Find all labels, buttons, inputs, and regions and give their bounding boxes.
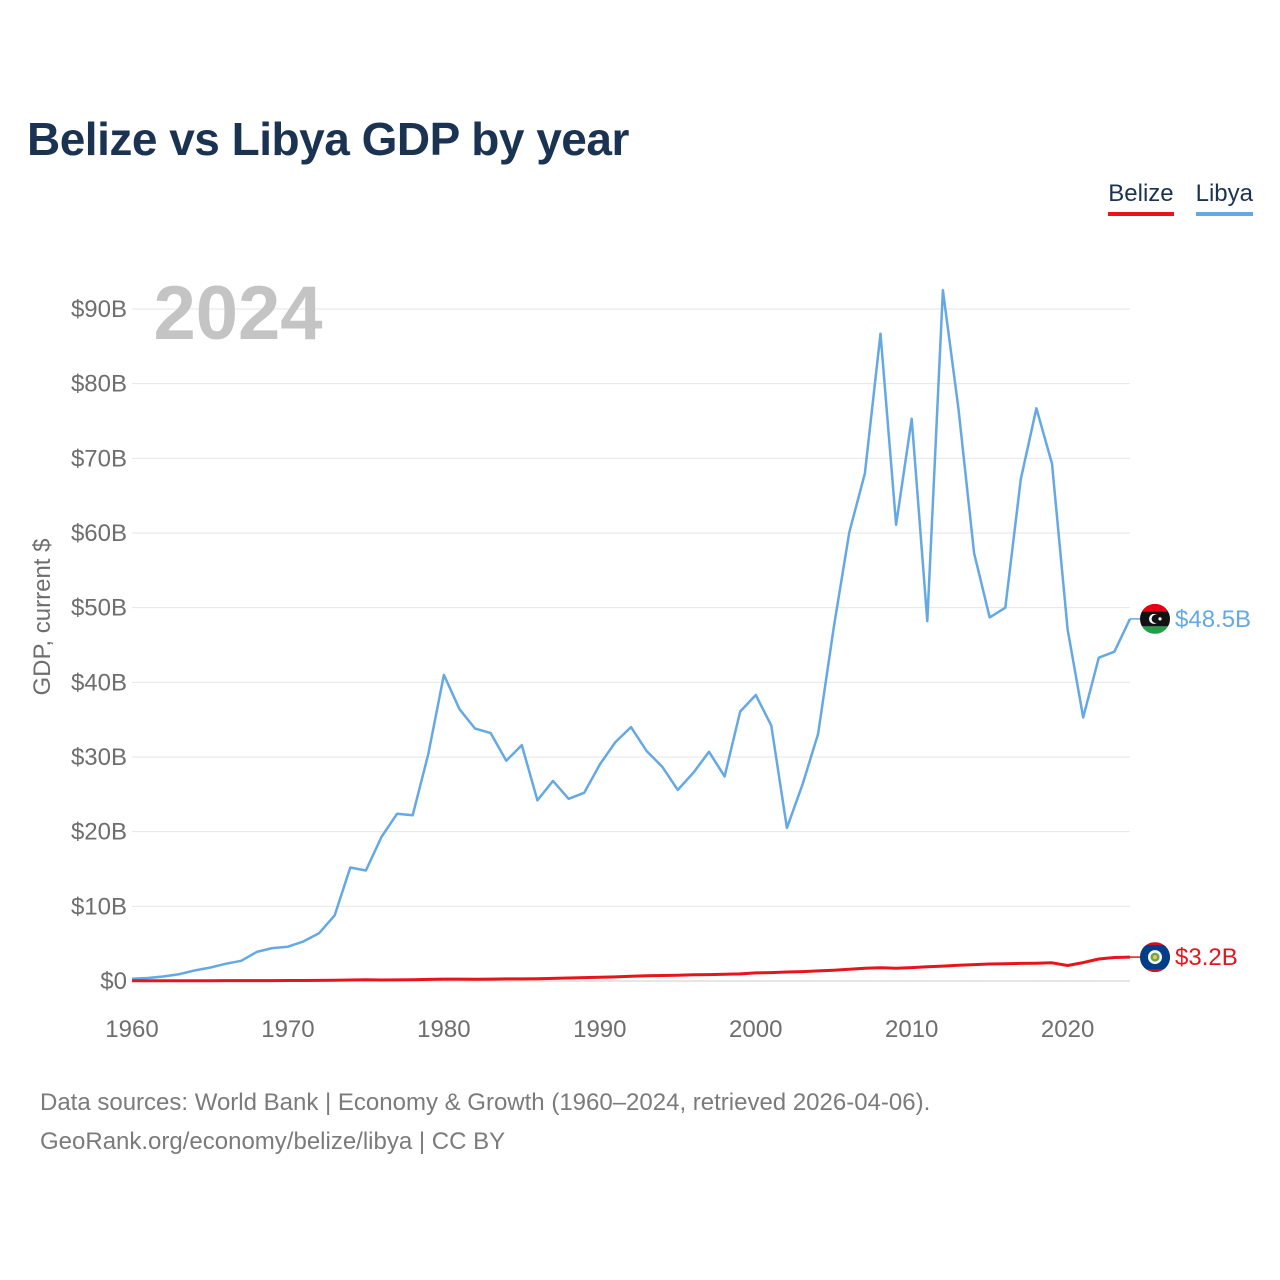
y-tick-label: $0	[100, 968, 127, 995]
footer-link[interactable]: GeoRank.org/economy/belize/libya | CC BY	[40, 1128, 506, 1155]
legend-item-belize[interactable]: Belize	[1108, 180, 1174, 216]
x-tick-label: 2000	[729, 1016, 782, 1043]
gridlines	[132, 308, 1130, 982]
footer: Data sources: World Bank | Economy & Gro…	[40, 1083, 930, 1161]
y-tick-label: $30B	[71, 744, 127, 771]
end-label-belize: $3.2B	[1175, 944, 1238, 971]
series-line-belize	[132, 955, 1131, 983]
y-tick-label: $60B	[71, 520, 127, 547]
y-tick-label: $70B	[71, 445, 127, 472]
x-tick-label: 1960	[105, 1016, 158, 1043]
series	[131, 289, 1132, 983]
x-tick-label: 1970	[261, 1016, 314, 1043]
flag-libya-icon	[1140, 603, 1170, 634]
x-tick-label: 2020	[1041, 1016, 1094, 1043]
y-tick-label: $80B	[71, 371, 127, 398]
y-tick-label: $50B	[71, 595, 127, 622]
y-tick-label: $20B	[71, 819, 127, 846]
legend: Belize Libya	[1108, 180, 1253, 216]
x-tick-label: 1980	[417, 1016, 470, 1043]
chart-title: Belize vs Libya GDP by year	[27, 113, 629, 165]
y-axis: $0 $10B $20B $30B $40B $50B $60B $70B $80B $90B	[71, 296, 127, 995]
legend-item-libya[interactable]: Libya	[1195, 180, 1253, 216]
x-tick-label: 1990	[573, 1016, 626, 1043]
x-tick-label: 2010	[885, 1016, 938, 1043]
y-axis-label: GDP, current $	[29, 539, 56, 696]
y-tick-label: $90B	[71, 296, 127, 323]
x-axis: 1960 1970 1980 1990 2000 2010 2020	[105, 1016, 1094, 1043]
series-line-libya	[131, 289, 1132, 981]
y-tick-label: $40B	[71, 669, 127, 696]
footer-sources: Data sources: World Bank | Economy & Gro…	[40, 1089, 931, 1116]
end-label-libya: $48.5B	[1175, 606, 1251, 633]
flag-belize-icon	[1140, 942, 1170, 973]
end-markers: $48.5B $3.2B	[1130, 603, 1251, 973]
y-tick-label: $10B	[71, 893, 127, 920]
year-watermark: 2024	[153, 271, 322, 356]
